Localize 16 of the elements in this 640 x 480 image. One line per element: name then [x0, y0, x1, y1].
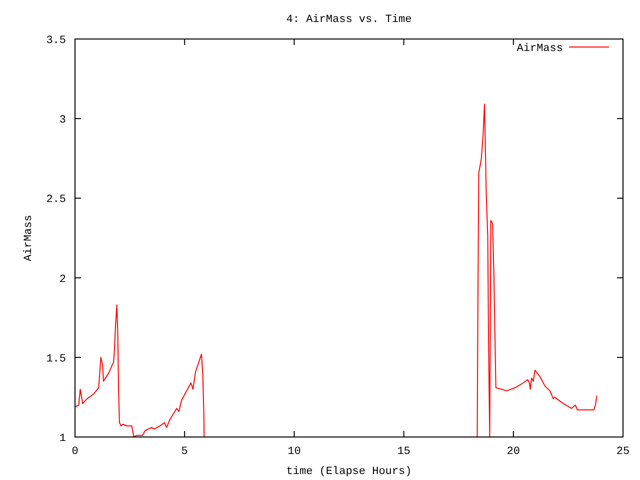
y-tick-label: 3: [59, 114, 66, 127]
y-tick-label: 3.5: [46, 35, 66, 47]
x-tick-label: 25: [616, 446, 630, 458]
x-axis-title: time (Elapse Hours): [286, 466, 412, 478]
y-tick-label: 2: [59, 274, 66, 286]
x-tick-label: 15: [397, 446, 410, 458]
chart-title: 4: AirMass vs. Time: [286, 14, 412, 26]
x-tick-label: 5: [181, 446, 188, 458]
x-tick-label: 20: [506, 446, 520, 458]
y-tick-label: 2.5: [46, 194, 66, 206]
y-tick-label: 1: [59, 433, 66, 445]
y-axis-title: AirMass: [23, 214, 35, 262]
text: AirMass: [516, 43, 563, 55]
x-tick-label: 10: [288, 446, 301, 458]
y-tick-label: 1.5: [46, 353, 66, 366]
x-tick-label: 0: [72, 446, 78, 458]
